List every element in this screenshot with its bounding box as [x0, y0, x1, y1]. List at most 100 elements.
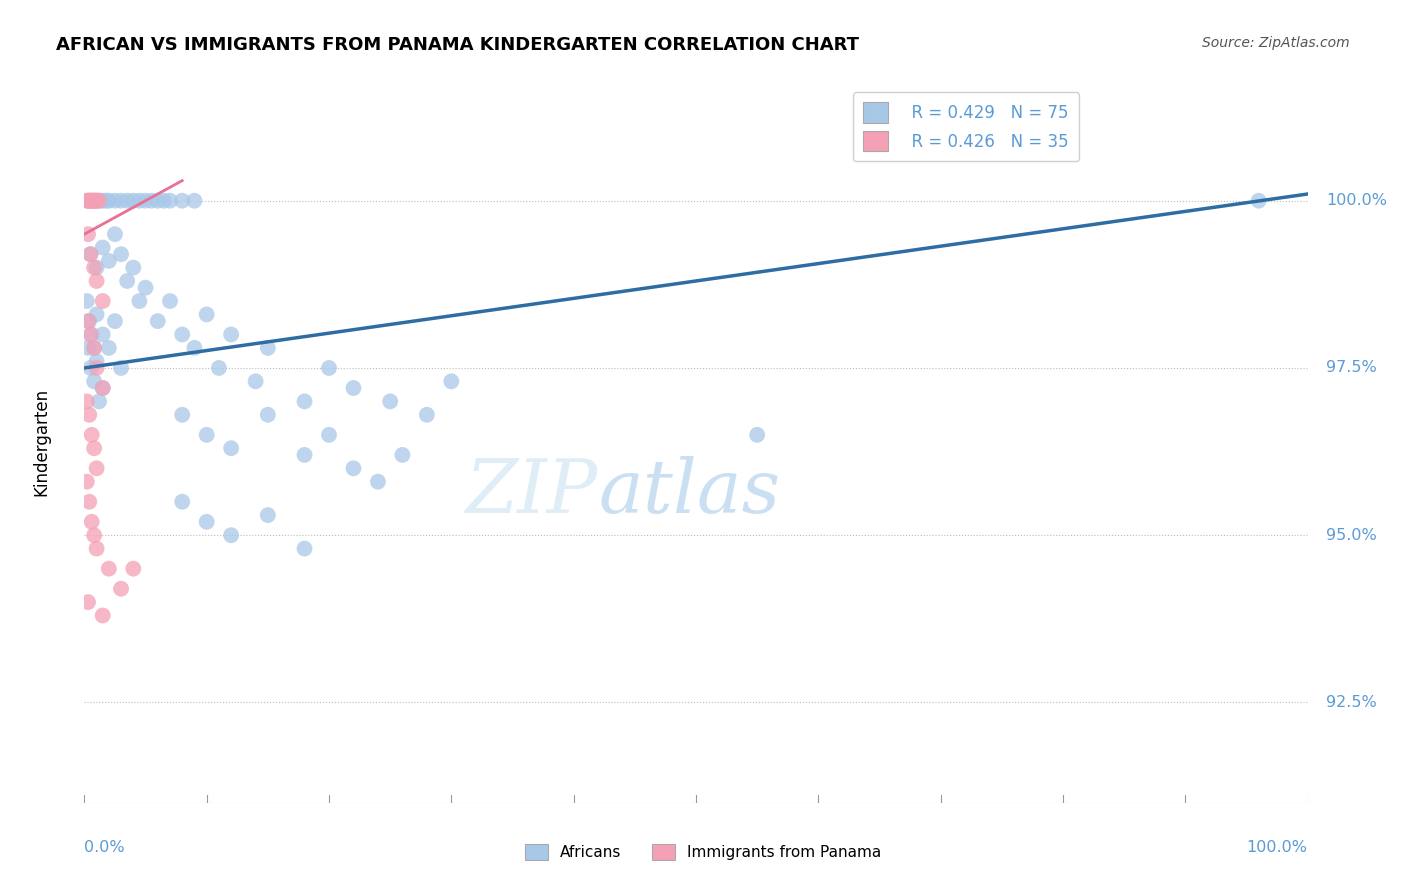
Point [76, 475, 98, 489]
Point [83, 341, 105, 355]
Point [91, 381, 114, 395]
Point [257, 341, 280, 355]
Point [79, 194, 101, 208]
Point [128, 194, 150, 208]
Point [380, 394, 402, 409]
Point [91, 240, 114, 254]
Point [86, 260, 108, 275]
Text: Source: ZipAtlas.com: Source: ZipAtlas.com [1202, 36, 1350, 50]
Point [80, 327, 103, 342]
Point [77, 595, 100, 609]
Point [84, 194, 107, 208]
Point [1247, 194, 1270, 208]
Point [91, 293, 114, 308]
Point [77, 227, 100, 241]
Point [195, 427, 218, 442]
Text: atlas: atlas [598, 456, 780, 528]
Point [135, 194, 157, 208]
Point [318, 427, 340, 442]
Point [159, 293, 181, 308]
Point [195, 308, 218, 322]
Point [257, 508, 280, 523]
Point [342, 381, 364, 395]
Point [97, 561, 120, 575]
Point [135, 280, 157, 294]
Point [77, 194, 100, 208]
Point [82, 194, 104, 208]
Point [80, 194, 103, 208]
Point [86, 541, 108, 556]
Text: 95.0%: 95.0% [1326, 528, 1376, 542]
Point [79, 327, 101, 342]
Point [91, 194, 114, 208]
Point [77, 408, 100, 422]
Point [172, 408, 194, 422]
Point [219, 441, 242, 455]
Point [86, 360, 108, 375]
Point [104, 227, 127, 241]
Point [219, 327, 242, 342]
Point [183, 341, 205, 355]
Point [79, 247, 101, 261]
Point [115, 194, 138, 208]
Point [294, 541, 316, 556]
Point [110, 582, 132, 596]
Point [76, 394, 98, 409]
Text: 92.5%: 92.5% [1326, 695, 1376, 710]
Point [83, 341, 105, 355]
Point [294, 394, 316, 409]
Point [416, 408, 439, 422]
Point [97, 194, 120, 208]
Point [391, 448, 413, 462]
Text: 0.0%: 0.0% [84, 839, 125, 855]
Text: 100.0%: 100.0% [1326, 194, 1386, 208]
Point [91, 608, 114, 623]
Point [172, 194, 194, 208]
Point [86, 274, 108, 288]
Point [294, 448, 316, 462]
Point [76, 293, 98, 308]
Point [122, 260, 145, 275]
Point [367, 475, 389, 489]
Point [183, 194, 205, 208]
Point [342, 461, 364, 475]
Point [440, 374, 463, 388]
Legend: Africans, Immigrants from Panama: Africans, Immigrants from Panama [519, 838, 887, 866]
Point [159, 194, 181, 208]
Point [87, 194, 110, 208]
Point [86, 194, 108, 208]
Point [172, 494, 194, 508]
Point [79, 194, 101, 208]
Point [86, 308, 108, 322]
Point [146, 194, 169, 208]
Point [77, 314, 100, 328]
Point [83, 528, 105, 542]
Point [83, 260, 105, 275]
Point [122, 194, 145, 208]
Point [195, 515, 218, 529]
Point [87, 194, 110, 208]
Point [91, 381, 114, 395]
Point [97, 341, 120, 355]
Point [82, 194, 104, 208]
Point [115, 274, 138, 288]
Point [104, 314, 127, 328]
Point [318, 360, 340, 375]
Point [110, 194, 132, 208]
Point [110, 360, 132, 375]
Point [208, 360, 231, 375]
Text: 100.0%: 100.0% [1247, 839, 1308, 855]
Point [153, 194, 176, 208]
Point [96, 194, 118, 208]
Point [77, 194, 100, 208]
Point [87, 394, 110, 409]
Point [245, 374, 267, 388]
Point [80, 515, 103, 529]
Point [257, 408, 280, 422]
Point [77, 341, 100, 355]
Point [128, 293, 150, 308]
Point [86, 194, 108, 208]
Text: AFRICAN VS IMMIGRANTS FROM PANAMA KINDERGARTEN CORRELATION CHART: AFRICAN VS IMMIGRANTS FROM PANAMA KINDER… [56, 36, 859, 54]
Point [83, 374, 105, 388]
Point [146, 314, 169, 328]
